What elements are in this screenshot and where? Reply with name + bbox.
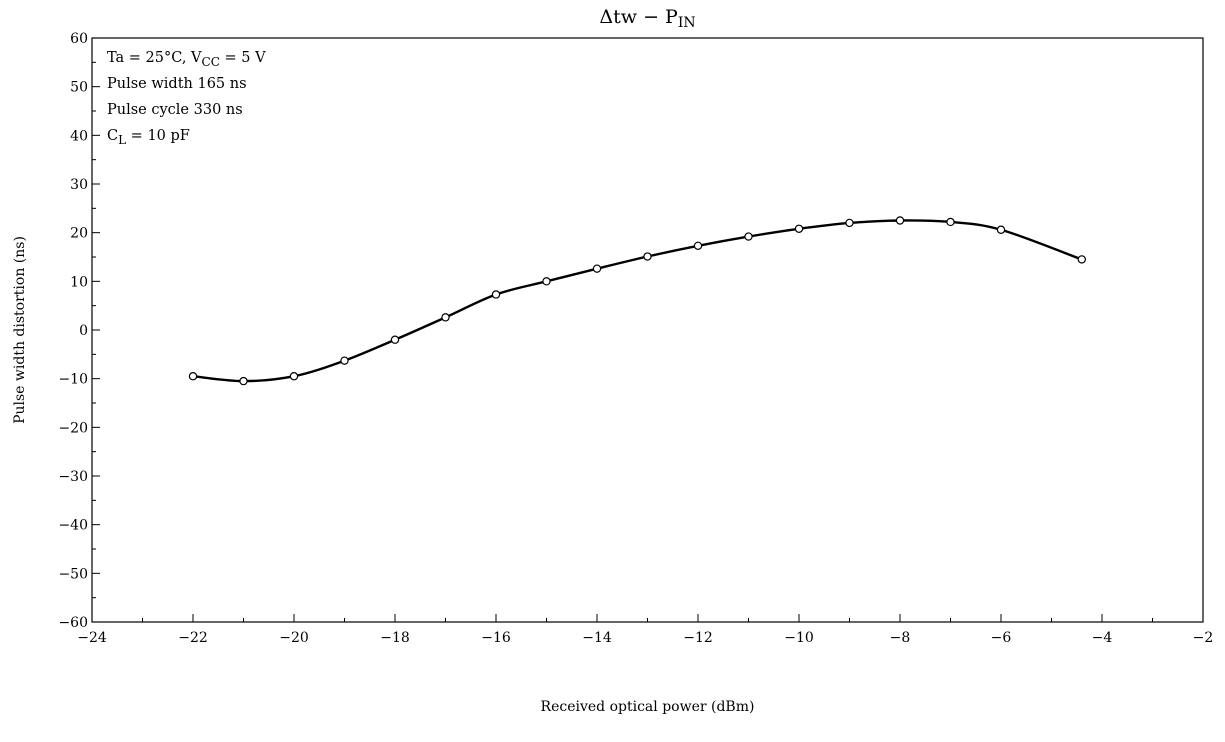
data-point — [340, 356, 349, 365]
series-line — [191, 219, 1083, 383]
y-tick-label: 30 — [70, 177, 88, 193]
y-tick-label: −10 — [58, 372, 88, 388]
data-point — [845, 218, 854, 228]
data-point — [693, 241, 703, 251]
annotation-line: CL = 10 pF — [107, 128, 190, 147]
x-tick-label: −12 — [683, 630, 713, 646]
plot-frame — [91, 37, 1204, 623]
y-tick-label: −40 — [58, 518, 88, 534]
data-point — [996, 225, 1006, 234]
series-layer — [188, 216, 1087, 386]
chart-title: Δtw − PIN — [599, 6, 695, 31]
data-point — [441, 313, 450, 322]
data-point — [744, 232, 753, 241]
x-tick-label: −2 — [1193, 630, 1214, 646]
y-tick-label: −20 — [58, 420, 88, 436]
x-tick-label: −22 — [178, 630, 208, 646]
labels: −24 −22 −20 −18 −16 −14 −12 −10 −8 −6 −4 −2 60 50 40 30… — [12, 6, 1213, 715]
y-tick-label: −30 — [58, 469, 88, 485]
annotation-line: Pulse cycle 330 ns — [107, 102, 243, 118]
data-point — [491, 290, 501, 299]
x-axis-label: Received optical power (dBm) — [541, 699, 755, 715]
data-point — [895, 216, 905, 225]
data-point — [592, 264, 602, 273]
annotation-line: Ta = 25°C, VCC = 5 V — [107, 50, 266, 69]
y-tick-label: 10 — [70, 274, 88, 290]
x-tick-label: −8 — [890, 630, 911, 646]
x-tick-label: −24 — [77, 630, 107, 646]
y-tick-label: 40 — [70, 128, 88, 144]
data-point — [239, 376, 248, 386]
data-point — [946, 217, 955, 227]
y-tick-label: 20 — [70, 226, 88, 242]
x-tick-label: −6 — [991, 630, 1012, 646]
annotation-box: Ta = 25°C, VCC = 5 V Pulse width 165 ns Pu… — [107, 50, 266, 147]
y-axis-label: Pulse width distortion (ns) — [12, 236, 28, 424]
x-tick-label: −16 — [481, 630, 511, 646]
y-tick-label: 0 — [79, 323, 88, 339]
data-point — [1077, 255, 1087, 264]
axes — [91, 37, 1204, 623]
x-tick-label: −10 — [784, 630, 814, 646]
y-tick-label: −50 — [58, 566, 88, 582]
x-tick-label: −14 — [582, 630, 612, 646]
data-point — [643, 252, 652, 261]
annotation-line: Pulse width 165 ns — [107, 76, 247, 92]
data-point — [794, 224, 804, 233]
x-tick-label: −4 — [1092, 630, 1113, 646]
data-point — [390, 335, 400, 344]
data-point — [289, 372, 299, 381]
x-tick-label: −18 — [380, 630, 410, 646]
data-point — [188, 372, 198, 381]
x-tick-label: −20 — [279, 630, 309, 646]
data-point — [542, 277, 551, 286]
y-tick-label: −60 — [58, 615, 88, 631]
y-tick-label: 50 — [70, 80, 88, 96]
y-tick-label: 60 — [70, 31, 88, 47]
